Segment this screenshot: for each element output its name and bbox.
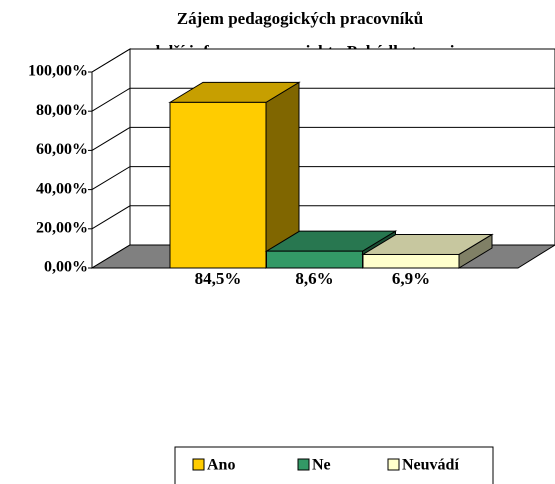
y-tick-label: 60,00%: [36, 141, 88, 158]
value-label: 84,5%: [195, 269, 242, 288]
legend-swatch: [387, 458, 400, 471]
legend-swatch: [297, 458, 310, 471]
value-label: 6,9%: [392, 269, 430, 288]
legend-label: Ano: [207, 457, 235, 474]
y-tick-label: 40,00%: [36, 180, 88, 197]
bar: [169, 101, 267, 269]
grid-line: [91, 87, 555, 112]
y-tick-label: 0,00%: [44, 259, 88, 276]
bar: [362, 253, 460, 269]
side-wall: [91, 48, 131, 269]
grid-line: [91, 205, 555, 230]
legend-swatch: [192, 458, 205, 471]
y-tick-label: 100,00%: [28, 63, 88, 80]
grid-line: [91, 166, 555, 191]
grid-line: [91, 126, 555, 151]
y-tick-label: 80,00%: [36, 102, 88, 119]
grid-line: [91, 48, 555, 73]
y-tick-label: 20,00%: [36, 219, 88, 236]
value-label: 8,6%: [295, 269, 333, 288]
chart-title: Zájem pedagogických pracovníků: [177, 9, 424, 28]
legend-label: Ne: [312, 457, 331, 474]
legend: [174, 446, 494, 484]
bar: [266, 250, 363, 269]
legend-label: Neuvádí: [402, 457, 459, 474]
